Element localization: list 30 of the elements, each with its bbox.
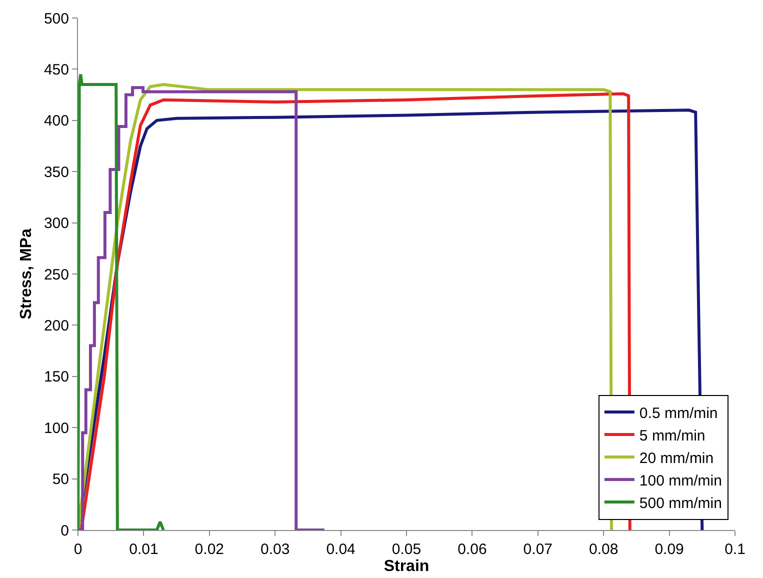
line-series <box>78 72 165 530</box>
y-tick-label: 500 <box>44 10 69 28</box>
y-tick-label: 400 <box>44 112 69 130</box>
x-tick-label: 0.09 <box>654 541 684 558</box>
y-tick-label: 100 <box>44 420 69 437</box>
legend-label: 500 mm/min <box>639 494 722 512</box>
x-tick-label: 0 <box>74 541 82 558</box>
x-tick-label: 0.06 <box>458 541 487 558</box>
x-axis-title: Strain <box>384 558 430 575</box>
y-tick-label: 250 <box>44 266 69 284</box>
legend-label: 0.5 mm/min <box>639 404 718 422</box>
y-tick-label: 0 <box>60 522 69 540</box>
legend-label: 20 mm/min <box>639 450 714 467</box>
x-tick-label: 0.1 <box>724 541 746 558</box>
x-tick-label: 0.05 <box>392 541 422 558</box>
y-tick-label: 350 <box>44 164 69 181</box>
legend-label: 5 mm/min <box>639 427 706 444</box>
y-tick-label: 300 <box>44 215 69 232</box>
x-tick-label: 0.07 <box>523 541 552 558</box>
y-tick-label: 450 <box>44 61 69 78</box>
y-tick-label: 150 <box>44 368 69 386</box>
legend-label: 100 mm/min <box>639 472 722 490</box>
y-axis-title: Stress, MPa <box>18 228 35 320</box>
y-tick-label: 50 <box>52 471 69 488</box>
y-tick-label: 200 <box>44 317 69 334</box>
x-tick-label: 0.04 <box>326 541 356 558</box>
x-tick-label: 0.08 <box>589 541 618 558</box>
x-tick-label: 0.03 <box>260 541 290 558</box>
x-tick-label: 0.02 <box>194 541 224 558</box>
x-tick-label: 0.01 <box>129 541 158 558</box>
